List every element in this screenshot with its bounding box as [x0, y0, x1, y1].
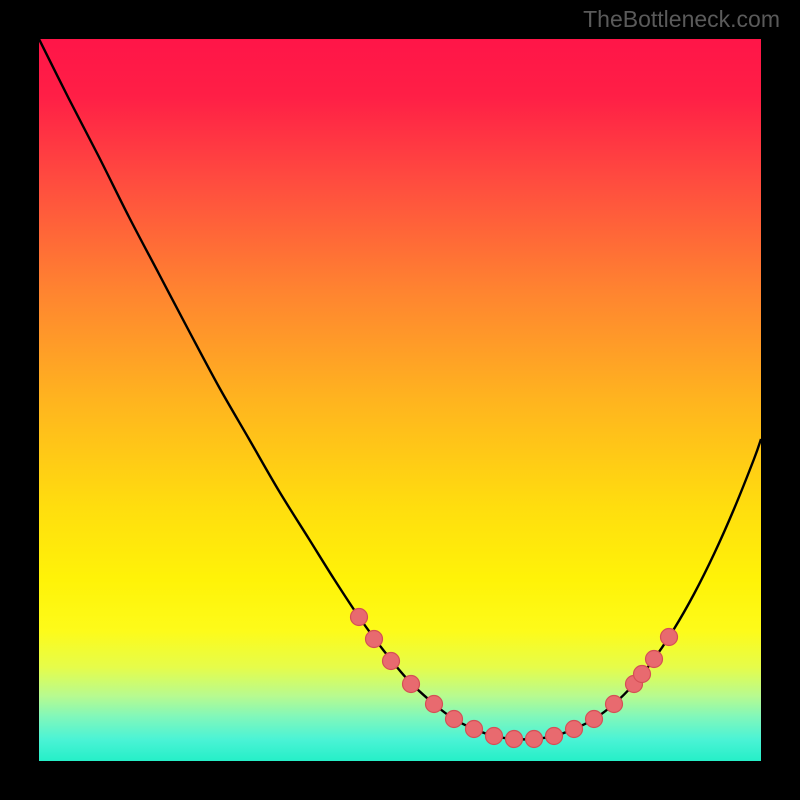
- marker-point: [526, 731, 543, 748]
- marker-point: [606, 696, 623, 713]
- marker-point: [351, 609, 368, 626]
- marker-point: [426, 696, 443, 713]
- marker-point: [566, 721, 583, 738]
- marker-point: [383, 653, 400, 670]
- marker-point: [586, 711, 603, 728]
- marker-point: [506, 731, 523, 748]
- marker-point: [546, 728, 563, 745]
- marker-point: [403, 676, 420, 693]
- marker-point: [661, 629, 678, 646]
- curve-layer: [39, 39, 761, 761]
- bottleneck-curve: [39, 39, 761, 739]
- marker-point: [486, 728, 503, 745]
- watermark-text: TheBottleneck.com: [583, 6, 780, 33]
- curve-markers: [351, 609, 678, 748]
- marker-point: [634, 666, 651, 683]
- plot-area: [39, 39, 761, 761]
- marker-point: [446, 711, 463, 728]
- marker-point: [366, 631, 383, 648]
- marker-point: [646, 651, 663, 668]
- marker-point: [466, 721, 483, 738]
